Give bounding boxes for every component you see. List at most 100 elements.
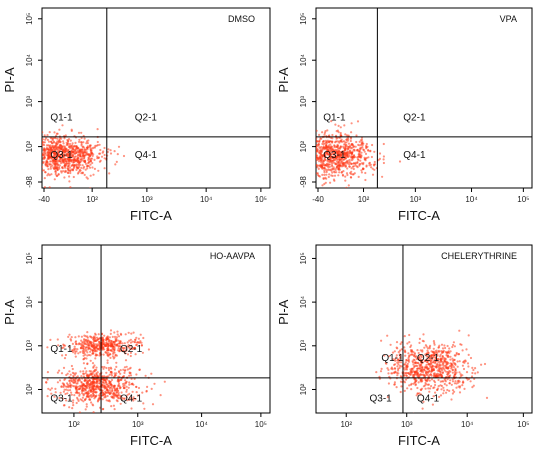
event-point [70,384,73,387]
event-point [373,164,376,167]
event-point [67,148,70,152]
event-point [101,365,104,369]
event-point [439,384,442,387]
event-point [331,133,334,137]
event-point [68,142,72,146]
event-point [86,164,89,167]
y-tick-label: 10³ [299,95,308,107]
event-point [47,140,51,143]
event-point [312,143,314,145]
event-point [410,350,413,353]
event-point [82,345,85,348]
event-point [89,158,92,161]
event-point [318,140,321,143]
event-point [98,143,101,146]
event-point [42,142,43,145]
event-point [370,166,373,169]
event-point [111,390,114,393]
event-point [330,169,333,172]
event-point [364,178,367,182]
event-point [341,163,344,166]
event-point [349,149,352,152]
event-point [363,150,366,153]
event-point [75,168,78,171]
event-point [46,378,49,381]
event-point [35,152,37,154]
event-point [62,382,65,385]
event-point [111,345,115,348]
event-point [58,140,62,144]
event-point [323,182,326,186]
event-point [114,354,117,357]
event-point [427,371,430,374]
x-tick-label: -40 [312,195,324,204]
event-point [396,347,399,350]
event-point [400,348,403,351]
event-point [442,367,445,370]
event-point [330,140,334,143]
event-point [459,373,462,376]
event-point [379,370,383,373]
event-point [29,159,31,161]
event-point [34,148,36,150]
event-point [115,160,118,163]
x-tick-label: 10⁴ [461,420,474,429]
event-point [34,161,36,163]
event-point [442,389,445,392]
event-point [105,391,108,394]
event-point [57,344,60,347]
event-point [391,368,394,371]
event-point [68,370,71,373]
event-point [408,333,411,337]
event-point [345,138,348,141]
event-point [46,138,50,141]
event-point [94,144,97,147]
event-point [42,164,43,167]
event-point [79,163,82,166]
event-point [131,340,134,343]
event-point [426,349,429,352]
event-point [75,382,78,385]
event-point [471,371,474,375]
event-point [328,147,331,150]
event-point [326,139,329,142]
event-point [112,404,115,407]
event-point [453,370,456,373]
event-point [17,166,19,168]
event-point [316,147,317,150]
event-point [75,342,78,345]
event-point [86,354,89,357]
y-tick-label: 10² [299,140,308,152]
event-point [70,164,73,168]
event-point [395,386,398,389]
event-point [346,155,349,158]
event-point [399,390,402,394]
event-point [84,372,87,375]
event-point [42,149,46,152]
event-point [325,169,328,172]
event-point [150,372,153,375]
event-point [62,142,65,145]
x-tick-label: 10² [358,195,370,204]
event-point [120,391,123,394]
event-point [81,164,84,167]
event-point [65,385,68,388]
event-point [61,397,64,400]
event-point [91,161,94,165]
event-point [429,387,432,390]
event-point [54,173,57,176]
event-point [95,381,98,384]
event-point [105,336,108,339]
event-point [96,140,99,144]
event-point [436,362,439,366]
event-point [438,395,441,398]
event-point [388,355,391,358]
quadrant-label: Q2-1 [403,112,426,123]
event-point [85,357,88,360]
event-point [74,380,77,383]
event-point [442,349,445,352]
event-point [104,351,107,354]
event-point [37,138,39,140]
event-point [104,375,107,378]
